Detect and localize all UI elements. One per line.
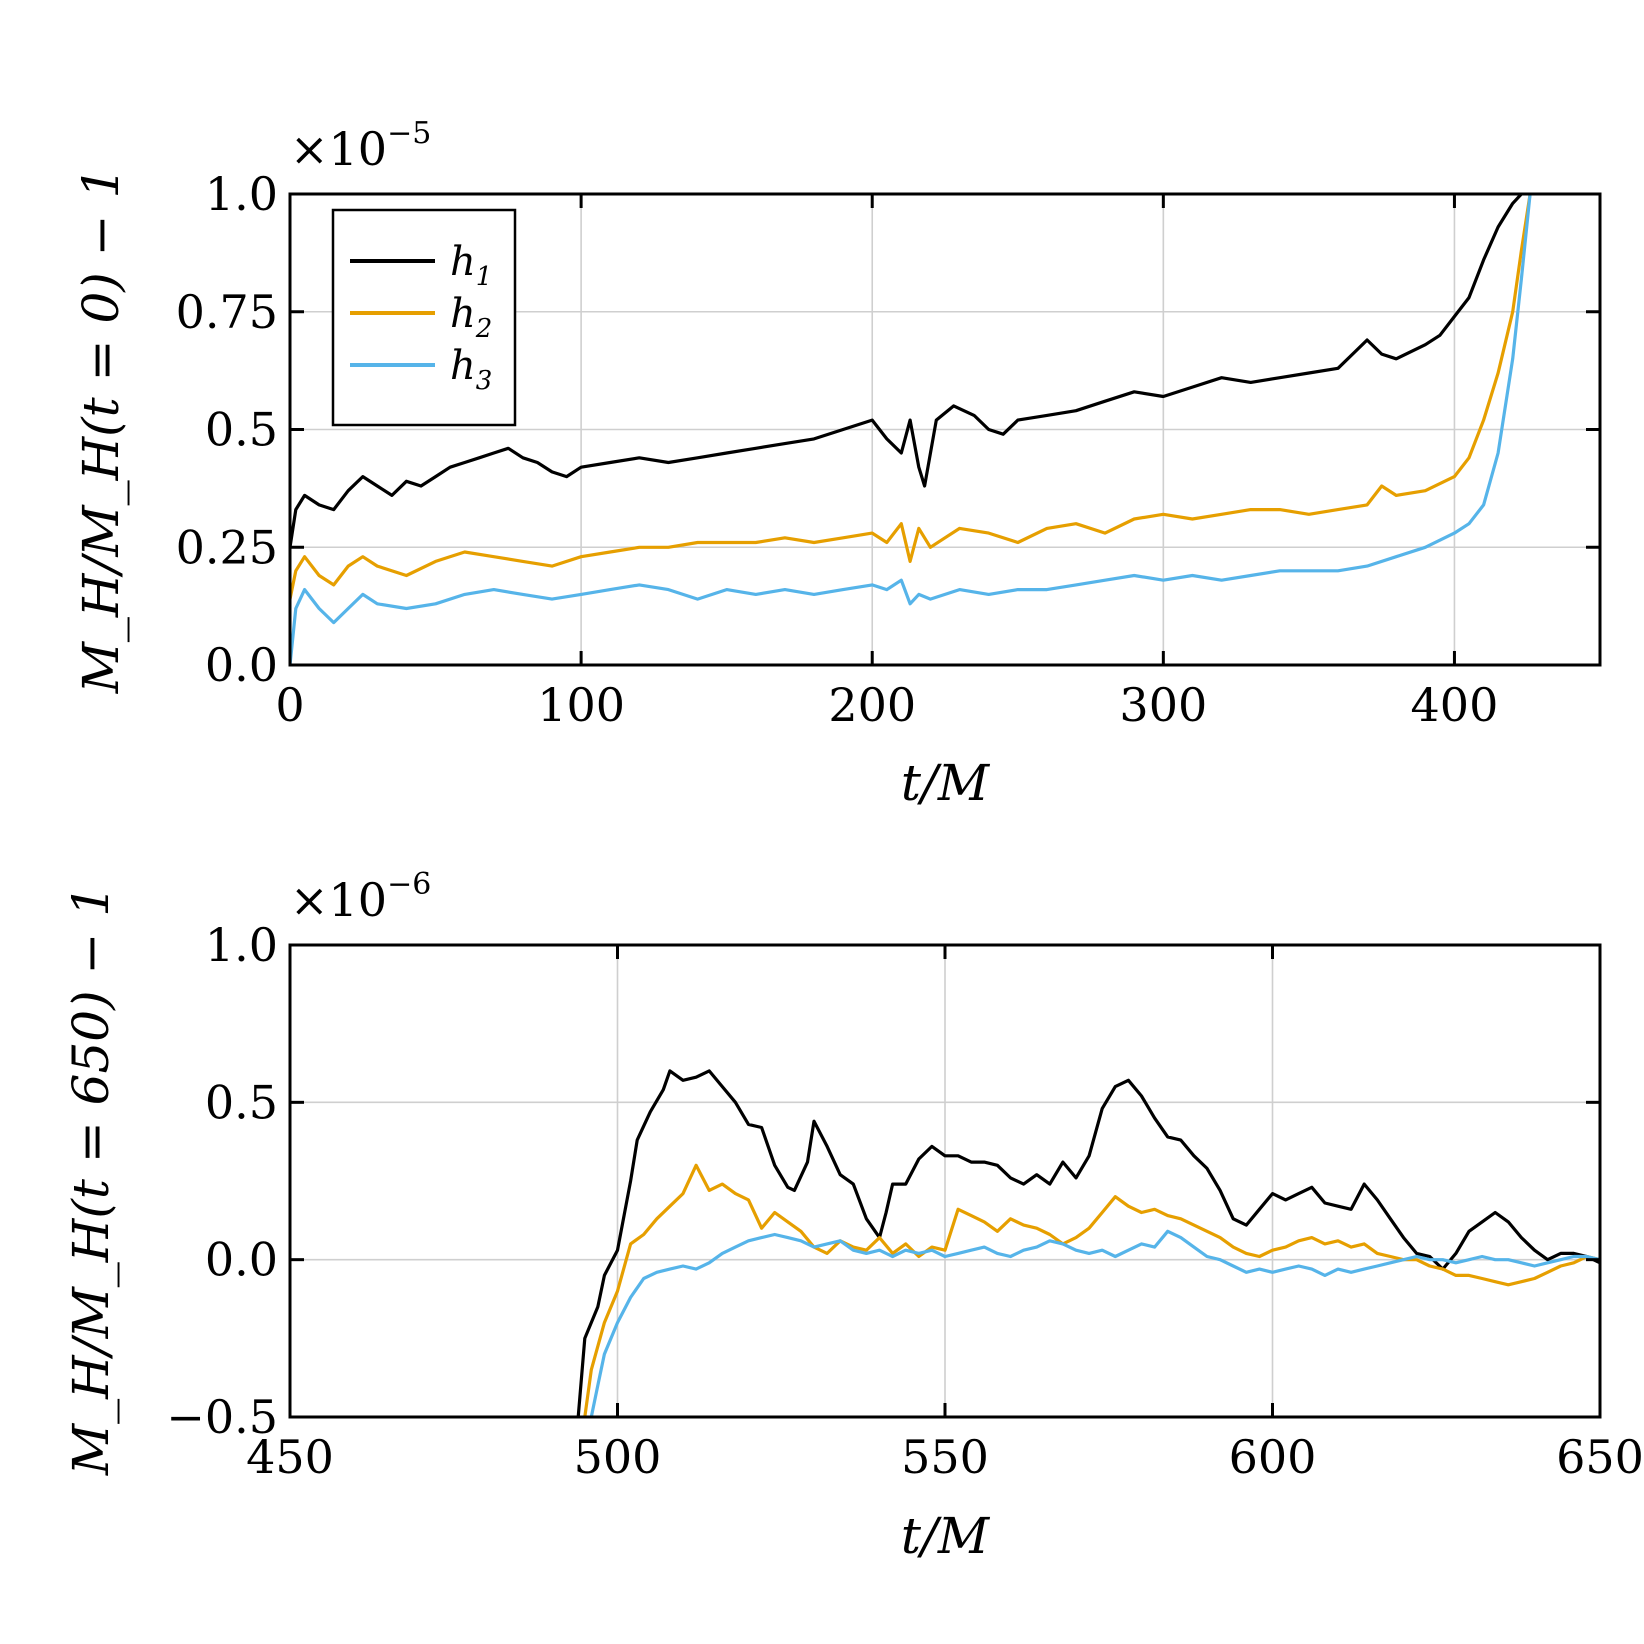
series-lines-bottom [576,1069,1600,1417]
panel-bottom: 450 500 550 600 650 −0.50.00.51.0 ×10−6 t/M … [62,867,1644,1565]
y-tick-label: 0.25 [176,520,278,574]
y-tick-label: 0.0 [205,638,278,692]
x-tick-label: 500 [574,1430,662,1484]
legend-label-h3: h3 [450,343,492,396]
grid-bottom [289,944,1601,1418]
series-lines-top [290,194,1532,665]
legend-label-h1: h1 [450,239,492,292]
series-line-h3 [290,194,1532,665]
x-tick-labels-bottom: 450 500 550 600 650 [246,1430,1644,1484]
x-tick-labels-top: 0 100 200 300 400 [275,678,1498,732]
ticks-bottom [288,943,1602,1419]
ticks-top [288,192,1600,667]
y-axis-label-bottom: M_H/M_H(t = 650) − 1 [62,885,120,1476]
series-line-h2 [583,1163,1600,1417]
x-tick-label: 650 [1556,1430,1644,1484]
series-line-h1 [290,194,1523,548]
x-tick-label: 550 [901,1430,989,1484]
x-axis-label-top: t/M [901,754,991,812]
y-tick-label: −0.5 [166,1390,278,1444]
legend-box [331,208,517,427]
series-line-h3 [589,1229,1600,1417]
x-tick-label: 600 [1229,1430,1317,1484]
y-tick-label: 1.0 [205,918,278,972]
y-tick-label: 1.0 [205,167,278,221]
y-tick-label: 0.5 [205,403,278,457]
y-axis-label-top: M_H/M_H(t = 0) − 1 [72,167,130,695]
panel-top: 0 100 200 300 400 0.0 0.25 0.5 0.75 1.0 ×10−5 t/… [72,116,1602,812]
y-tick-label: 0.5 [205,1075,278,1129]
y-tick-labels-bottom: −0.5 0.0 0.5 1.0 [166,918,278,1444]
x-axis-label-bottom: t/M [901,1507,991,1565]
x-tick-label: 200 [828,678,916,732]
series-line-h1 [576,1069,1600,1417]
x-tick-label: 100 [537,678,625,732]
x-tick-label: 400 [1411,678,1499,732]
legend-label-h2: h2 [450,291,492,344]
legend: h1 h2 h3 [331,208,517,427]
y-tick-labels-top: 0.0 0.25 0.5 0.75 1.0 [176,167,278,692]
x-tick-label: 300 [1119,678,1207,732]
x-tick-label: 0 [275,678,304,732]
y-multiplier-top: ×10−5 [290,116,431,176]
y-tick-label: 0.0 [205,1233,278,1287]
series-line-h2 [290,194,1532,600]
y-multiplier-bottom: ×10−6 [290,867,431,927]
y-tick-label: 0.75 [176,285,278,339]
x-tick-label: 450 [246,1430,334,1484]
